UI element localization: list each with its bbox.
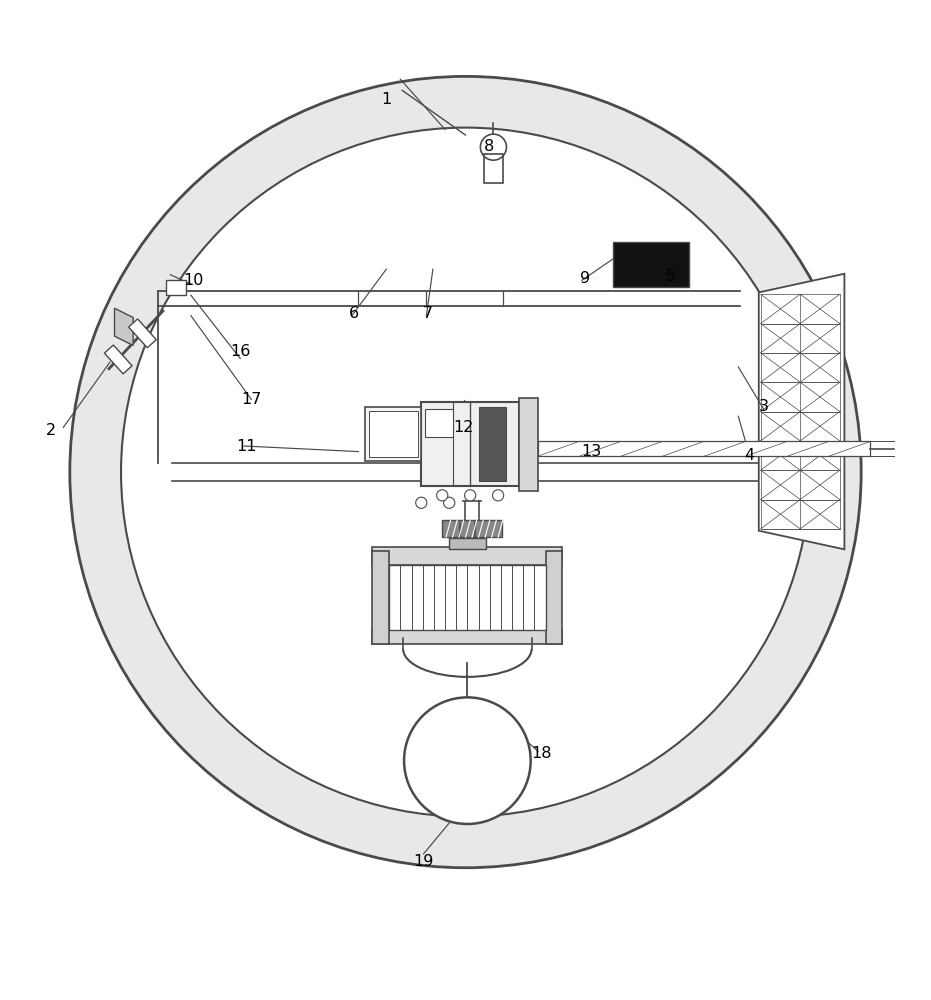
Bar bbox=[479, 407, 506, 481]
Text: 3: 3 bbox=[759, 399, 768, 414]
Text: 4: 4 bbox=[745, 448, 754, 463]
Bar bbox=[425, 409, 453, 437]
Bar bbox=[389, 565, 546, 630]
Text: 9: 9 bbox=[580, 271, 589, 286]
Circle shape bbox=[121, 128, 810, 817]
Polygon shape bbox=[759, 274, 844, 549]
Bar bbox=[372, 630, 562, 644]
Bar bbox=[519, 398, 538, 491]
Text: 17: 17 bbox=[241, 392, 262, 407]
Text: 6: 6 bbox=[349, 306, 358, 321]
Circle shape bbox=[415, 497, 426, 508]
Circle shape bbox=[492, 490, 504, 501]
Polygon shape bbox=[115, 308, 133, 345]
Circle shape bbox=[444, 497, 455, 508]
Circle shape bbox=[465, 490, 476, 501]
Text: 10: 10 bbox=[183, 273, 204, 288]
Text: 2: 2 bbox=[47, 423, 56, 438]
Text: 7: 7 bbox=[424, 306, 433, 321]
Text: 12: 12 bbox=[453, 420, 474, 435]
Bar bbox=[546, 551, 562, 644]
Bar bbox=[372, 547, 562, 565]
Bar bbox=[538, 441, 870, 456]
Bar bbox=[449, 538, 486, 549]
Bar bbox=[369, 411, 417, 457]
Circle shape bbox=[437, 490, 448, 501]
Bar bbox=[442, 520, 502, 537]
Text: 13: 13 bbox=[581, 444, 601, 459]
Bar bbox=[365, 407, 421, 461]
Bar bbox=[613, 242, 689, 287]
Circle shape bbox=[70, 76, 861, 868]
Text: 19: 19 bbox=[413, 854, 434, 869]
Text: 5: 5 bbox=[666, 269, 675, 284]
Bar bbox=[166, 280, 186, 295]
Bar bbox=[372, 551, 389, 644]
Text: 11: 11 bbox=[236, 439, 257, 454]
Text: 1: 1 bbox=[381, 92, 392, 107]
Circle shape bbox=[404, 697, 531, 824]
Polygon shape bbox=[128, 319, 156, 348]
Text: 18: 18 bbox=[532, 746, 552, 761]
Text: 8: 8 bbox=[483, 139, 494, 154]
Bar bbox=[421, 402, 519, 486]
Polygon shape bbox=[104, 345, 132, 374]
Bar bbox=[484, 154, 503, 183]
Text: 16: 16 bbox=[230, 344, 250, 359]
